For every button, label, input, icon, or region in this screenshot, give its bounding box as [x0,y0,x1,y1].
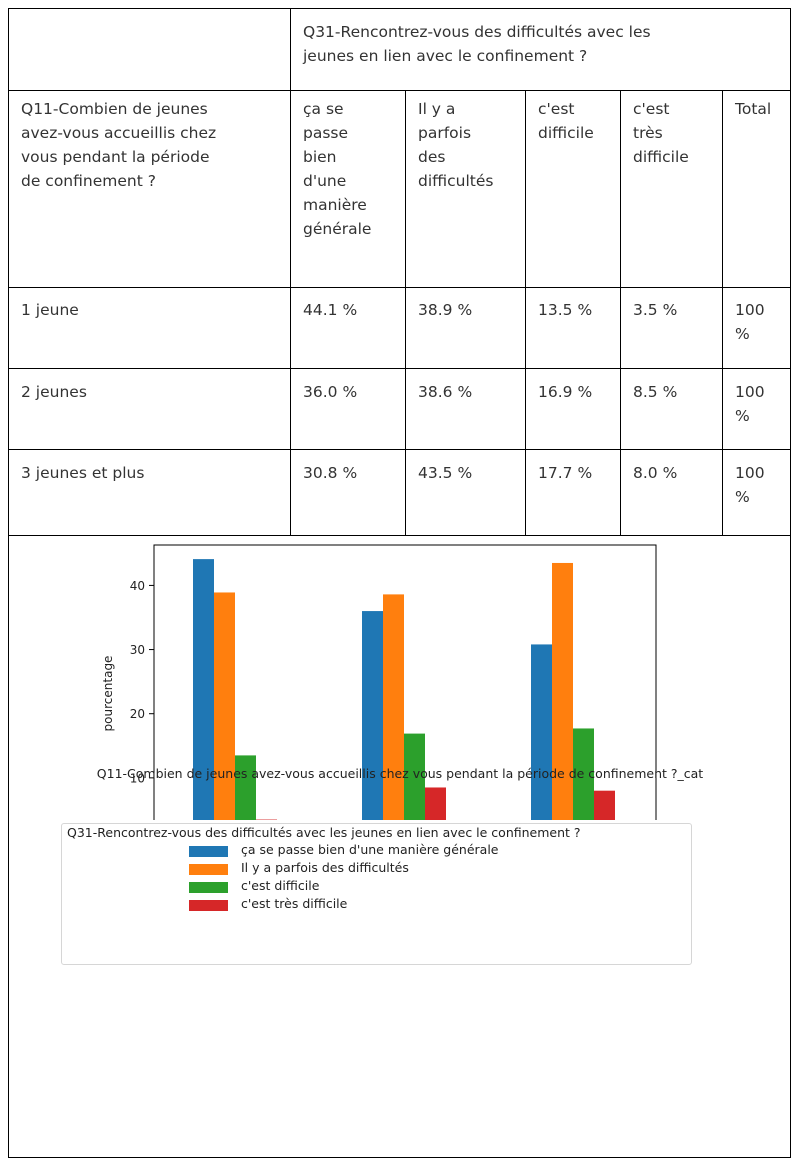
bar-1-3 [235,755,256,820]
bar-3-3 [573,728,594,820]
y-tick-label: 10 [130,771,145,785]
table-cell: 38.9 % [418,301,473,319]
bar-1-1 [193,559,214,820]
bar-3-1 [531,644,552,820]
column-header: c'est très difficile [633,100,689,166]
row-question: Q11-Combien de jeunes avez-vous accueill… [21,100,217,190]
table-cell: 3.5 % [633,301,678,319]
table-border [790,8,791,1158]
table-cell: 30.8 % [303,464,358,482]
table-border [8,90,791,91]
bar-2-1 [362,611,383,820]
column-header: Total [735,100,772,118]
table-cell: 13.5 % [538,301,593,319]
bar-2-2 [383,594,404,820]
row-label: 2 jeunes [21,383,87,401]
table-border [405,90,406,535]
table-cell: 8.5 % [633,383,678,401]
table-cell: 17.7 % [538,464,593,482]
table-cell: 8.0 % [633,464,678,482]
table-cell: 36.0 % [303,383,358,401]
table-cell-total: 100 % [735,301,765,343]
table-border [525,90,526,535]
legend-swatch [189,846,228,857]
header-question: Q31-Rencontrez-vous des difficultés avec… [303,23,651,65]
legend-label: c'est difficile [241,878,320,893]
bar-3-2 [552,562,573,820]
table-cell: 43.5 % [418,464,473,482]
row-label: 3 jeunes et plus [21,464,145,482]
chart-legend: Q31-Rencontrez-vous des difficultés avec… [61,823,692,965]
table-border [722,90,723,535]
table-border [8,1157,791,1158]
y-axis-label: pourcentage [101,656,115,732]
legend-swatch [189,882,228,893]
table-border [8,287,791,288]
table-cell-total: 100 % [735,383,765,425]
plot-frame [153,544,657,820]
y-tick-label: 20 [130,707,145,721]
table-border [290,8,291,535]
bar-2-4 [425,787,446,820]
legend-label: ça se passe bien d'une manière générale [241,842,499,857]
table-cell: 16.9 % [538,383,593,401]
table-cell-total: 100 % [735,464,765,506]
legend-title: Q31-Rencontrez-vous des difficultés avec… [67,825,581,840]
table-cell: 38.6 % [418,383,473,401]
legend-label: c'est très difficile [241,896,348,911]
table-border [8,8,791,9]
x-axis-label: Q11-Combien de jeunes avez-vous accueill… [97,766,704,781]
table-border [8,535,791,536]
column-header: c'est difficile [538,100,594,142]
legend-swatch [189,864,228,875]
table-border [8,449,791,450]
bar-2-3 [404,733,425,820]
table-cell: 44.1 % [303,301,358,319]
table-border [8,368,791,369]
y-tick-label: 40 [130,579,145,593]
table-border [8,8,9,1158]
table-border [620,90,621,535]
legend-swatch [189,900,228,911]
column-header: ça se passe bien d'une manière générale [303,100,372,238]
row-label: 1 jeune [21,301,79,319]
y-tick-label: 30 [130,643,145,657]
column-header: Il y a parfois des difficultés [418,100,494,190]
bar-1-2 [214,592,235,820]
legend-label: Il y a parfois des difficultés [241,860,409,875]
bar-3-4 [594,790,615,820]
